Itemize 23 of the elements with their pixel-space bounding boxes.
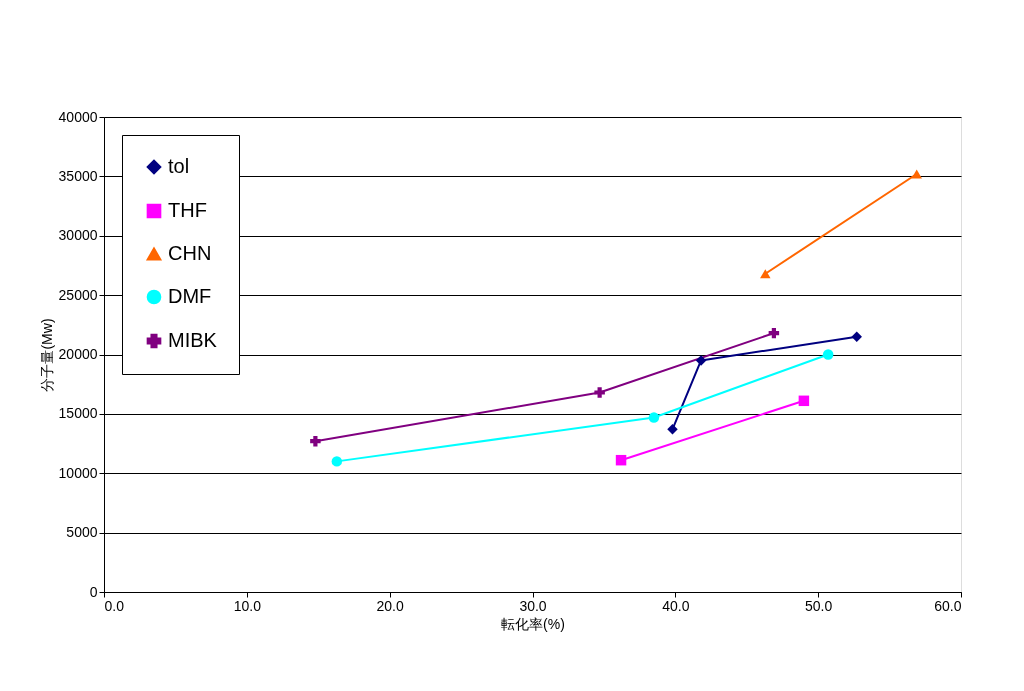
legend-label: tol — [168, 155, 190, 177]
legend-label: CHN — [168, 242, 212, 264]
x-axis-title: 転化率(%) — [501, 615, 565, 632]
x-tick-label: 60.0 — [934, 597, 962, 614]
y-tick-label: 10000 — [58, 464, 98, 481]
y-tick-label: 20000 — [58, 346, 98, 362]
y-tick-label: 40000 — [58, 108, 98, 125]
x-tick-label: 10.0 — [233, 597, 262, 614]
x-tick-label: 20.0 — [376, 597, 404, 614]
x-tick-label: 50.0 — [805, 597, 833, 614]
legend-label: THF — [168, 199, 207, 221]
y-tick-label: 35000 — [58, 167, 98, 184]
y-tick-label: 30000 — [58, 227, 98, 244]
x-tick-label: 40.0 — [662, 597, 690, 614]
legend-label: MIBK — [168, 329, 218, 351]
y-tick-label: 25000 — [58, 286, 98, 303]
x-tick-label: 0.0 — [104, 597, 125, 614]
x-tick-label: 30.0 — [519, 597, 547, 614]
y-tick-label: 15000 — [58, 405, 98, 422]
y-axis-title: 分子量(Mw) — [38, 318, 55, 392]
y-tick-label: 5000 — [66, 524, 98, 541]
legend-label: DMF — [168, 285, 212, 307]
y-tick-label: 0 — [89, 583, 98, 600]
